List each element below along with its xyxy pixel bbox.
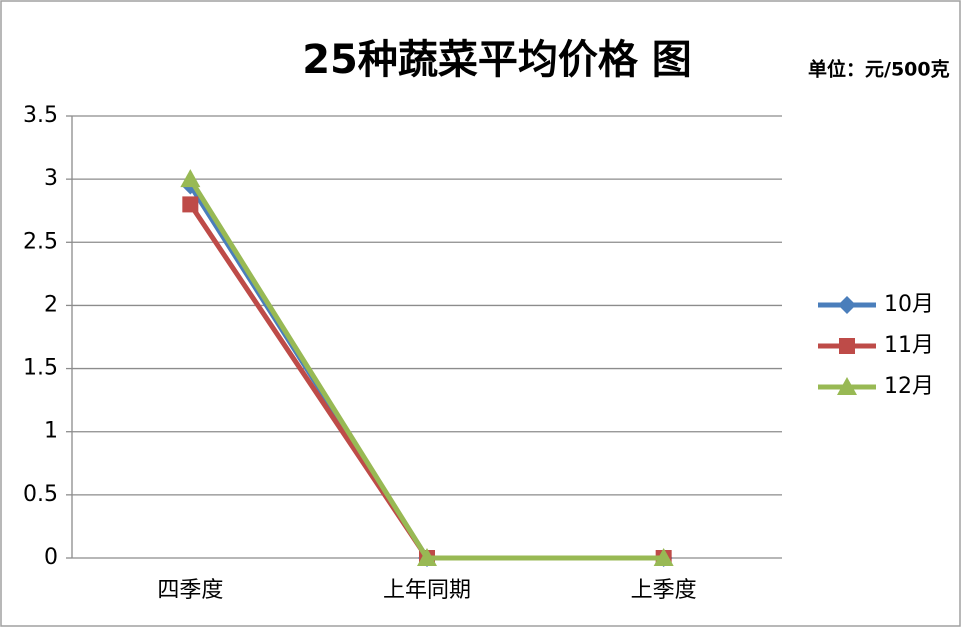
legend-marker: [839, 338, 855, 354]
legend-label: 11月: [884, 333, 934, 358]
y-tick-label: 3.5: [23, 103, 58, 128]
x-tick-label: 上季度: [631, 578, 697, 603]
data-point: [180, 169, 201, 188]
y-tick-label: 1.5: [23, 356, 58, 381]
y-tick-label: 3: [44, 166, 58, 191]
x-tick-label: 上年同期: [383, 578, 471, 603]
chart-subtitle: 单位：元/500克: [808, 58, 950, 81]
chart-title: 25种蔬菜平均价格 图: [302, 37, 692, 83]
legend-marker: [838, 296, 856, 314]
legend-marker: [837, 377, 857, 395]
y-tick-label: 0.5: [23, 482, 58, 507]
legend-label: 10月: [884, 292, 934, 317]
data-point: [182, 196, 199, 213]
data-point: [653, 548, 674, 566]
y-tick-label: 0: [44, 545, 58, 570]
y-tick-label: 2.5: [23, 229, 58, 254]
y-tick-label: 1: [44, 419, 58, 444]
data-point: [417, 548, 437, 566]
x-tick-label: 四季度: [157, 578, 223, 603]
y-tick-label: 2: [44, 292, 58, 317]
legend-label: 12月: [884, 374, 934, 399]
